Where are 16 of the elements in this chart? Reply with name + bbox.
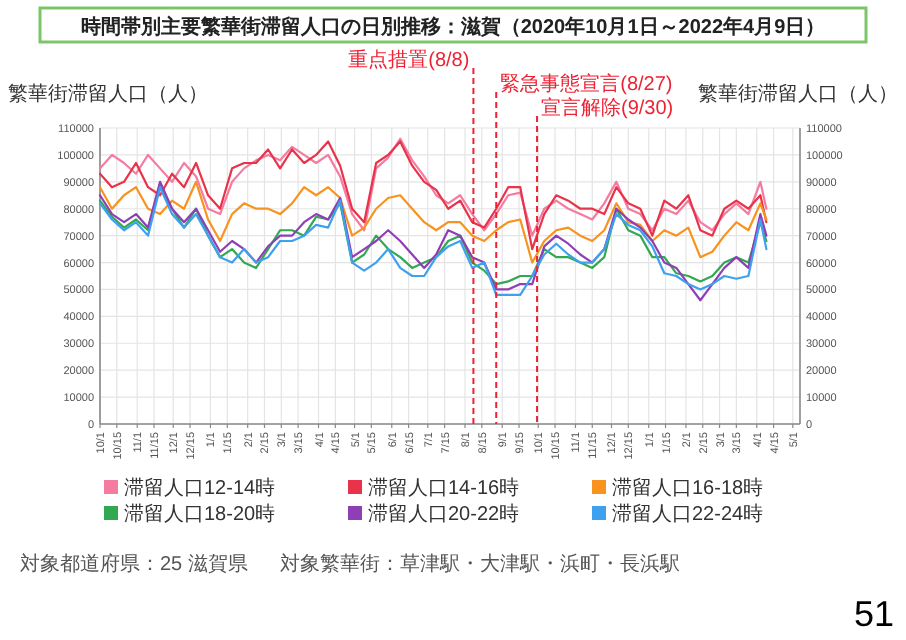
y-axis-title: 繁華街滞留人口（人）: [8, 82, 208, 106]
chart-title: 時間帯別主要繁華街滞留人口の日別推移：滋賀（2020年10月1日～2022年4月9日）: [80, 15, 826, 39]
legend-label: 滞留人口22-24時: [612, 502, 764, 526]
y2-axis-title: 繁華街滞留人口（人）: [698, 82, 898, 106]
text: 対象都道府県：25 滋賀県: [20, 552, 248, 576]
legend-label: 滞留人口18-20時: [124, 502, 276, 526]
ref-line-label: 重点措置(8/8): [348, 48, 470, 72]
ref-line-label: 緊急事態宣言(8/27): [500, 72, 673, 96]
legend-label: 滞留人口14-16時: [368, 476, 520, 500]
legend-label: 滞留人口20-22時: [368, 502, 520, 526]
legend-label: 滞留人口12-14時: [124, 476, 276, 500]
text: 対象繁華街：草津駅・大津駅・浜町・長浜駅: [280, 552, 680, 576]
text: 51: [853, 594, 894, 634]
line-series: [98, 180, 768, 264]
ref-line-label: 宣言解除(9/30): [541, 96, 674, 120]
legend-label: 滞留人口16-18時: [612, 476, 764, 500]
